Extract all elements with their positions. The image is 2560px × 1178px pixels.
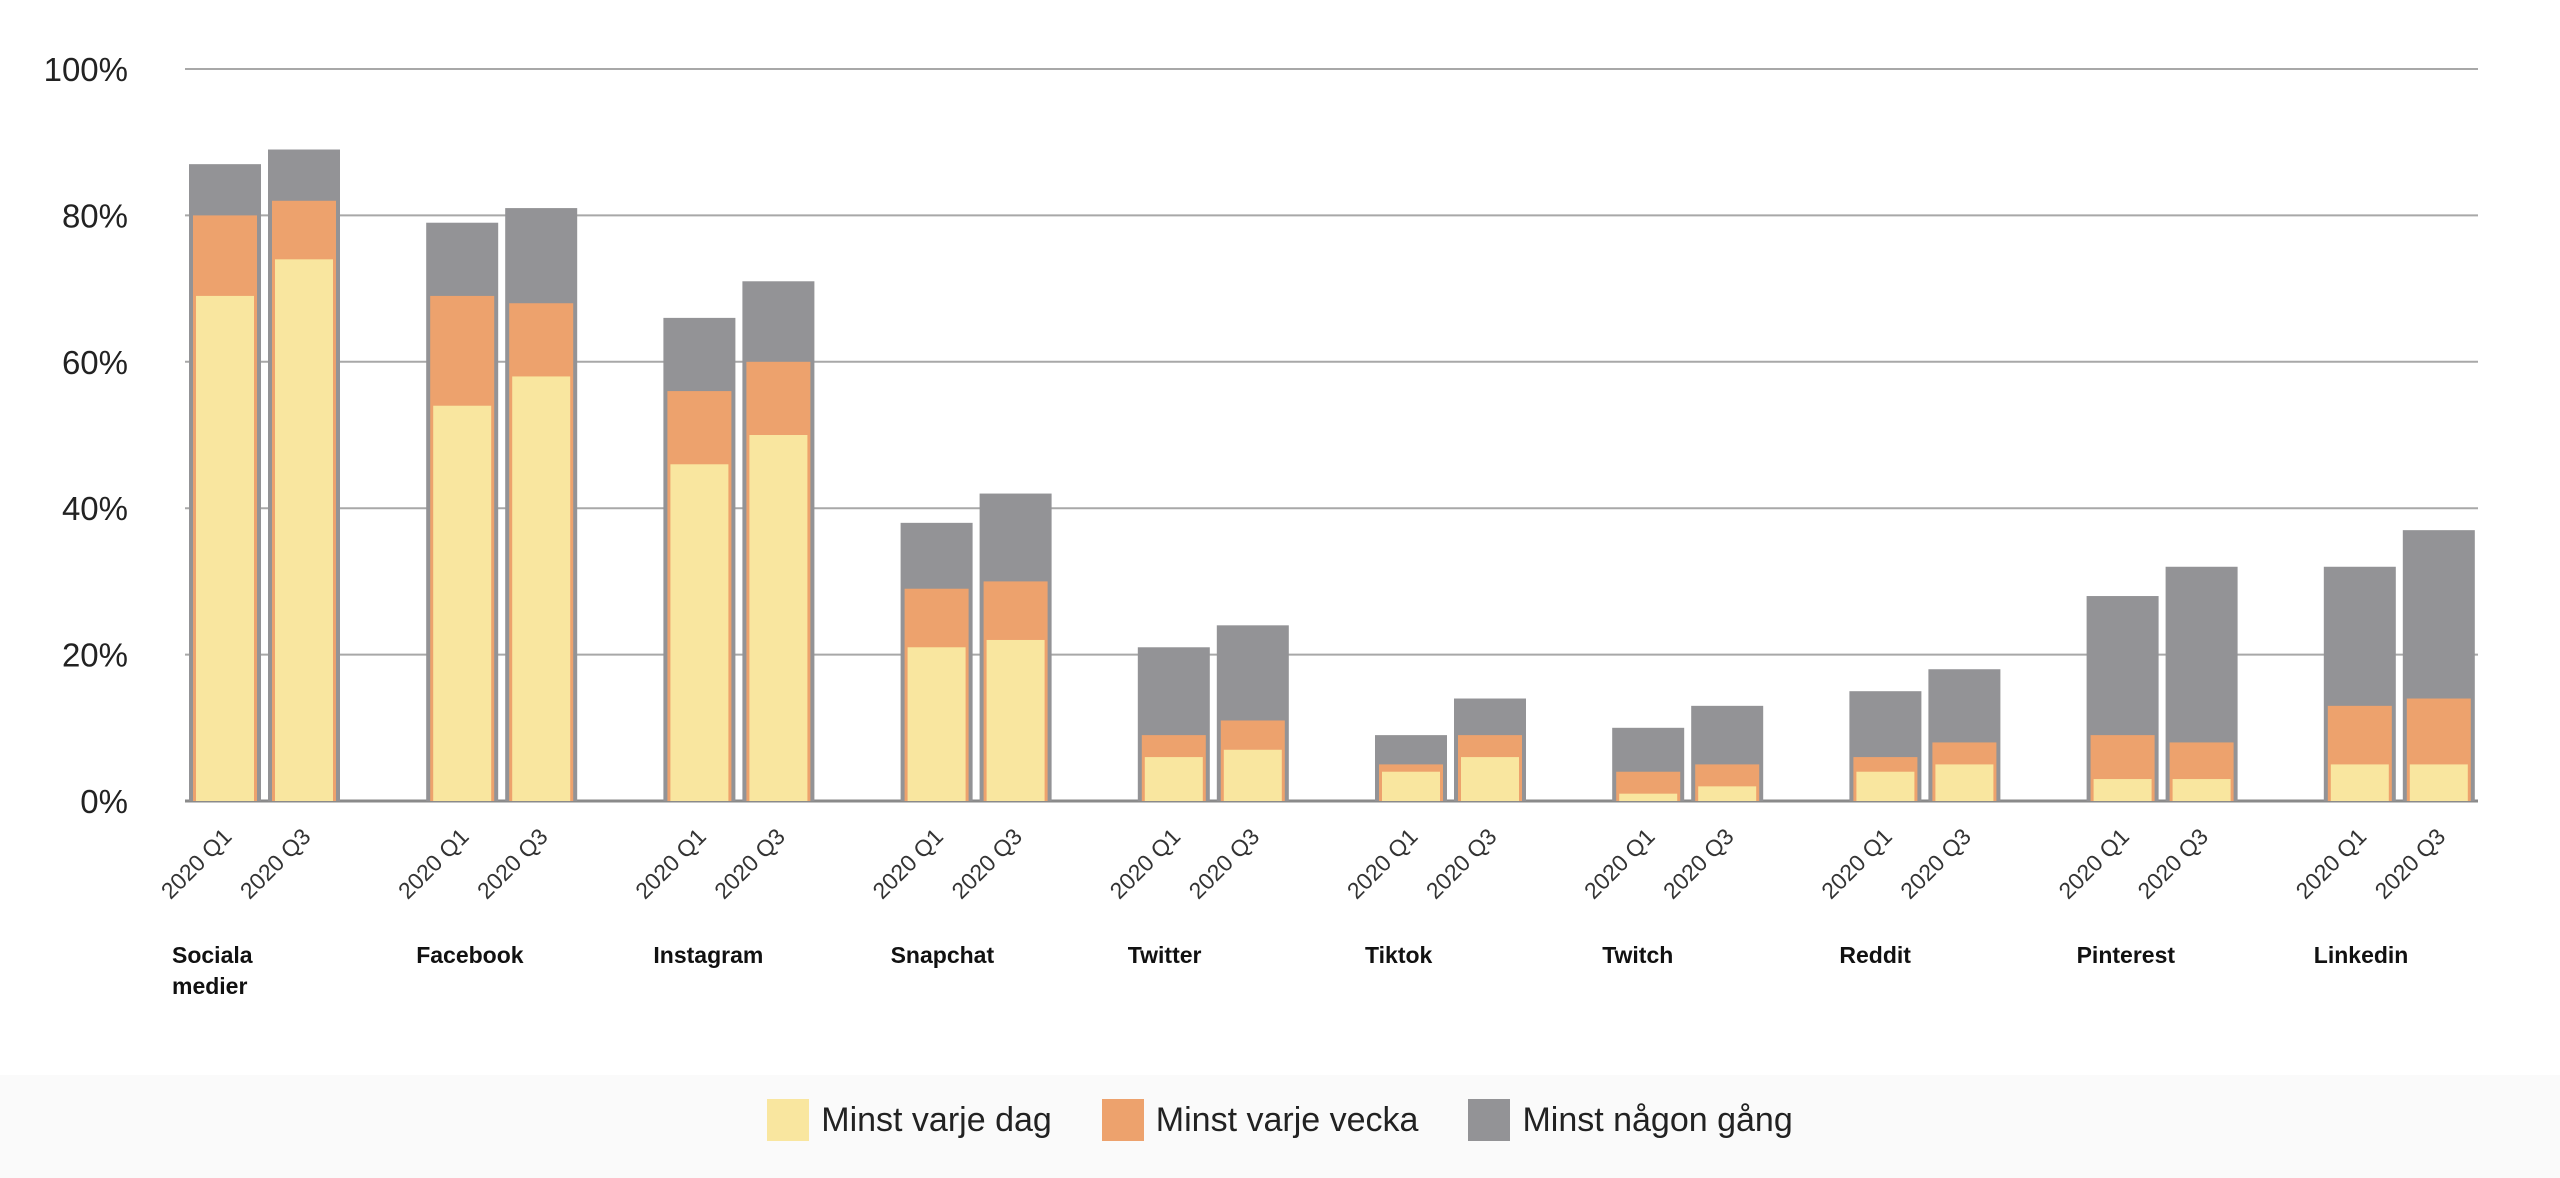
bar-segment-minst-varje-dag [1144,757,1203,801]
bar-segment-minst-varje-dag [196,295,254,801]
legend-band [0,1075,2560,1178]
bar-segment-minst-varje-dag [512,376,571,801]
x-tick-label: 2020 Q1 [1105,823,1186,904]
group-label: Linkedin [2314,942,2409,968]
bar-segment-minst-varje-dag [275,259,333,801]
legend-label: Minst varje vecka [1155,1100,1419,1139]
bar-segment-minst-varje-dag [433,405,492,801]
legend-label: Minst någon gång [1522,1100,1793,1139]
legend-label: Minst varje dag [821,1100,1052,1139]
x-tick-label: 2020 Q3 [1658,823,1739,904]
legend: Minst varje dag Minst varje vecka Minst nå… [0,1075,2560,1165]
x-tick-label: 2020 Q1 [1342,823,1423,904]
bar-segment-minst-varje-dag [749,435,808,801]
x-tick-label: 2020 Q1 [1579,823,1660,904]
x-tick-label: 2020 Q3 [946,823,1027,904]
y-tick-label: 20% [62,637,128,674]
bar-segment-minst-varje-dag [1856,771,1915,801]
x-tick-label: 2020 Q3 [1184,823,1265,904]
bar-segment-minst-varje-dag [2172,779,2231,801]
x-tick-label: 2020 Q1 [1816,823,1897,904]
x-tick-label: 2020 Q3 [2132,823,2213,904]
x-tick-label: 2020 Q1 [2053,823,2134,904]
x-tick-label: 2020 Q3 [2370,823,2451,904]
legend-swatch [1468,1099,1511,1141]
group-label: Snapchat [891,942,995,968]
group-label: Reddit [1839,942,1911,968]
group-label: Twitter [1128,942,1202,968]
bar-segment-minst-varje-dag [2409,764,2468,801]
legend-swatch [1101,1099,1144,1141]
x-tick-label: 2020 Q3 [235,823,316,904]
bar-segment-minst-varje-dag [1698,786,1757,801]
x-tick-label: 2020 Q3 [709,823,790,904]
y-tick-label: 80% [62,197,128,234]
bar-segment-minst-varje-dag [1935,764,1994,801]
legend-item: Minst någon gång [1468,1099,1793,1141]
bar-segment-minst-varje-dag [1461,757,1519,801]
group-label: Tiktok [1365,942,1433,968]
x-tick-label: 2020 Q1 [393,823,474,904]
bar-segment-minst-varje-dag [1382,771,1440,801]
x-tick-label: 2020 Q3 [1895,823,1976,904]
x-tick-label: 2020 Q3 [1421,823,1502,904]
bar-segment-minst-varje-dag [2093,779,2152,801]
bar-segment-minst-varje-dag [907,647,966,801]
legend-item: Minst varje vecka [1101,1099,1419,1141]
group-label: Facebook [416,942,524,968]
y-tick-label: 60% [62,344,128,381]
y-tick-label: 100% [44,51,128,88]
group-label: Pinterest [2077,942,2176,968]
x-tick-label: 2020 Q1 [630,823,711,904]
y-tick-label: 0% [80,783,128,820]
group-label: Sociala medier [172,942,253,999]
bar-segment-minst-varje-dag [986,639,1045,801]
bar-segment-minst-varje-dag [670,464,729,801]
legend-swatch [767,1099,810,1141]
y-tick-label: 40% [62,490,128,527]
bar-segment-minst-varje-dag [1619,793,1678,801]
x-tick-label: 2020 Q3 [472,823,553,904]
x-tick-label: 2020 Q1 [867,823,948,904]
legend-item: Minst varje dag [767,1099,1052,1141]
x-tick-label: 2020 Q1 [2291,823,2372,904]
bar-segment-minst-varje-dag [1223,749,1282,801]
x-tick-label: 2020 Q1 [156,823,237,904]
group-label: Instagram [653,942,763,968]
bar-segment-minst-varje-dag [2330,764,2389,801]
group-label: Twitch [1602,942,1673,968]
